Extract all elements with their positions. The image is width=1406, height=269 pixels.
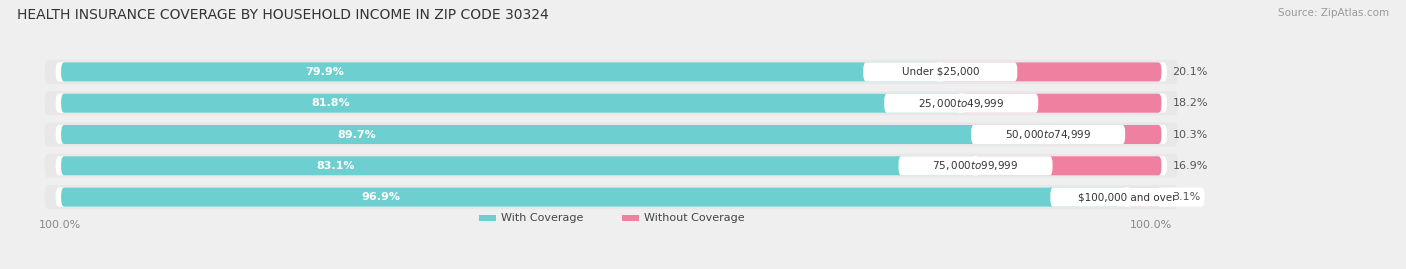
FancyBboxPatch shape [962, 94, 1161, 113]
FancyBboxPatch shape [976, 156, 1161, 175]
FancyBboxPatch shape [60, 187, 1128, 207]
Text: 10.3%: 10.3% [1173, 129, 1208, 140]
FancyBboxPatch shape [56, 187, 1167, 207]
Text: 100.0%: 100.0% [39, 220, 82, 230]
FancyBboxPatch shape [56, 94, 1167, 113]
FancyBboxPatch shape [45, 122, 1178, 147]
FancyBboxPatch shape [45, 185, 1178, 209]
FancyBboxPatch shape [863, 62, 1018, 82]
FancyBboxPatch shape [60, 125, 1047, 144]
Text: 83.1%: 83.1% [316, 161, 354, 171]
FancyBboxPatch shape [60, 94, 962, 113]
FancyBboxPatch shape [479, 215, 496, 222]
FancyBboxPatch shape [898, 156, 1053, 175]
Text: 96.9%: 96.9% [361, 192, 401, 202]
Text: 79.9%: 79.9% [305, 67, 344, 77]
Text: 20.1%: 20.1% [1173, 67, 1208, 77]
FancyBboxPatch shape [60, 62, 941, 82]
Text: Under $25,000: Under $25,000 [901, 67, 979, 77]
Text: $25,000 to $49,999: $25,000 to $49,999 [918, 97, 1004, 110]
Text: 3.1%: 3.1% [1173, 192, 1201, 202]
Text: Source: ZipAtlas.com: Source: ZipAtlas.com [1278, 8, 1389, 18]
Text: With Coverage: With Coverage [502, 213, 583, 223]
FancyBboxPatch shape [1050, 187, 1205, 207]
FancyBboxPatch shape [1128, 187, 1161, 207]
FancyBboxPatch shape [45, 60, 1178, 84]
Text: $75,000 to $99,999: $75,000 to $99,999 [932, 159, 1019, 172]
Text: 18.2%: 18.2% [1173, 98, 1208, 108]
Text: HEALTH INSURANCE COVERAGE BY HOUSEHOLD INCOME IN ZIP CODE 30324: HEALTH INSURANCE COVERAGE BY HOUSEHOLD I… [17, 8, 548, 22]
Text: $100,000 and over: $100,000 and over [1078, 192, 1177, 202]
Text: 16.9%: 16.9% [1173, 161, 1208, 171]
FancyBboxPatch shape [884, 94, 1038, 113]
FancyBboxPatch shape [45, 91, 1178, 115]
FancyBboxPatch shape [1047, 125, 1161, 144]
Text: $50,000 to $74,999: $50,000 to $74,999 [1005, 128, 1091, 141]
FancyBboxPatch shape [56, 156, 1167, 175]
Text: 89.7%: 89.7% [337, 129, 377, 140]
FancyBboxPatch shape [56, 62, 1167, 82]
FancyBboxPatch shape [60, 156, 976, 175]
FancyBboxPatch shape [972, 125, 1125, 144]
Text: 100.0%: 100.0% [1130, 220, 1173, 230]
Text: 81.8%: 81.8% [312, 98, 350, 108]
FancyBboxPatch shape [623, 215, 638, 222]
FancyBboxPatch shape [45, 154, 1178, 178]
Text: Without Coverage: Without Coverage [644, 213, 745, 223]
FancyBboxPatch shape [56, 125, 1167, 144]
FancyBboxPatch shape [941, 62, 1161, 82]
